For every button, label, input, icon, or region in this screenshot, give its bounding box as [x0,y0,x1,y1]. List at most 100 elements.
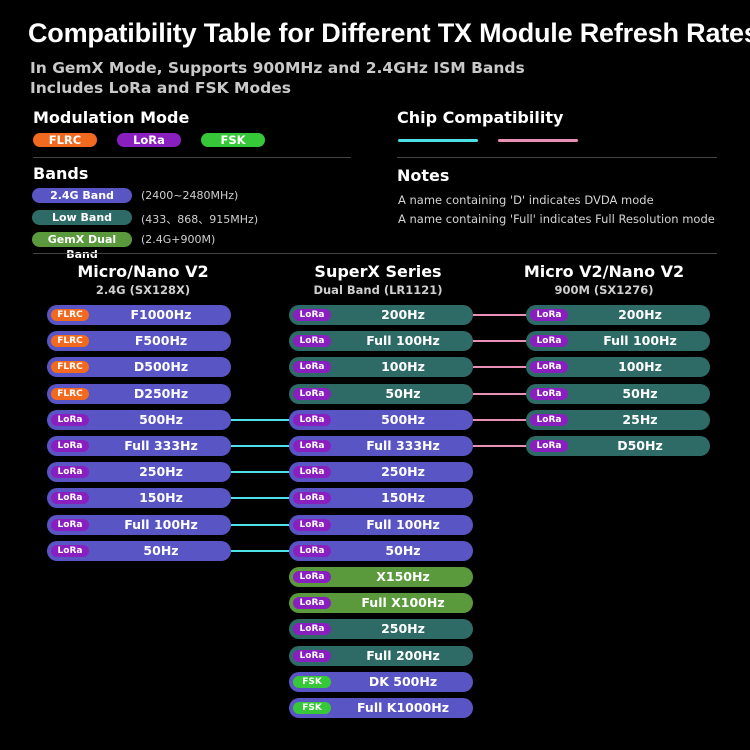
rate-row-superx: LoRa 250Hz [289,462,473,483]
modulation-tag: LoRa [51,544,89,557]
modulation-tag: LoRa [293,387,331,400]
rate-label: 50Hz [622,385,658,401]
rate-row-superx: LoRa X150Hz [289,567,473,587]
rate-label: DK 500Hz [368,673,438,689]
band-24g-range: (2400~2480MHz) [141,189,239,202]
rate-row-superx: LoRa 200Hz [289,305,473,325]
rate-row-micro-nano-v2: LoRa Full 333Hz [47,436,231,456]
rate-label: 50Hz [385,385,421,401]
connector-pink-8 [473,366,526,369]
rate-row-superx: LoRa Full 100Hz [289,331,473,352]
subtitle-line-1: In GemX Mode, Supports 900MHz and 2.4GHz… [30,59,525,77]
band-gemx-pill: GemX Dual Band [32,232,132,261]
modulation-tag: LoRa [293,492,331,505]
rate-label: Full 200Hz [366,647,440,663]
modulation-tag: LoRa [530,335,568,348]
modulation-lora-pill: LoRa [117,133,181,147]
rate-row-micro-nano-900m: LoRa 200Hz [526,305,710,325]
column-subtitle-micro-nano-900m: 900M (SX1276) [554,283,654,297]
modulation-tag: LoRa [293,649,331,662]
chip-compat-pink-line [498,139,578,142]
band-gemx-range: (2.4G+900M) [141,233,216,246]
rate-label: Full X100Hz [361,595,445,611]
modulation-tag: LoRa [293,597,331,610]
column-title-micro-nano-900m: Micro V2/Nano V2 [523,262,685,281]
modulation-tag: LoRa [51,466,89,479]
rate-label: D50Hz [617,438,663,453]
rate-row-micro-nano-900m: LoRa 25Hz [526,409,710,430]
rate-row-micro-nano-v2: LoRa Full 100Hz [47,514,231,535]
rate-label: 25Hz [622,411,658,427]
rate-row-superx: LoRa 150Hz [289,488,473,509]
modulation-tag: LoRa [530,387,568,400]
rate-row-superx: LoRa Full 100Hz [289,514,473,535]
connector-blue-1 [231,445,289,447]
rate-row-superx: LoRa 100Hz [289,357,473,378]
rate-label: 200Hz [618,307,662,322]
section-divider [33,253,717,254]
bands-heading: Bands [33,164,89,183]
modulation-tag: LoRa [293,544,331,557]
rate-label: 50Hz [385,542,421,558]
rate-label: 250Hz [139,464,183,480]
modulation-tag: LoRa [530,413,568,426]
connector-blue-0 [231,418,289,421]
page-title: Compatibility Table for Different TX Mod… [28,18,750,48]
modulation-tag: LoRa [293,309,331,321]
modulation-tag: LoRa [293,623,331,636]
rate-row-micro-nano-v2: FLRC F500Hz [47,331,231,352]
rate-label: Full 333Hz [124,438,198,453]
rate-row-superx: LoRa Full 333Hz [289,436,473,456]
modulation-divider [33,157,351,158]
rate-label: Full K1000Hz [357,700,449,715]
rate-label: Full 333Hz [366,438,440,453]
rate-label: F1000Hz [130,307,192,322]
rate-row-superx: LoRa 50Hz [289,383,473,404]
note-item-2: A name containing 'Full' indicates Full … [398,212,715,226]
column-title-micro-nano-v2: Micro/Nano V2 [77,262,209,281]
modulation-tag: LoRa [51,440,89,452]
modulation-tag: LoRa [530,440,568,452]
connector-pink-7 [473,340,526,343]
rate-label: 250Hz [381,621,425,637]
rate-label: Full 100Hz [366,516,440,532]
connector-blue-5 [231,549,289,552]
connector-blue-4 [231,523,289,526]
modulation-tag: FLRC [51,387,89,400]
modulation-tag: FLRC [51,309,89,321]
rate-row-superx: LoRa Full X100Hz [289,593,473,614]
modulation-tag: FSK [293,702,331,714]
modulation-tag: LoRa [293,413,331,426]
rate-row-micro-nano-900m: LoRa D50Hz [526,436,710,456]
rate-row-superx: LoRa 250Hz [289,619,473,640]
band-24g-pill: 2.4G Band [32,188,132,203]
modulation-tag: LoRa [293,518,331,531]
connector-blue-3 [231,497,289,500]
rate-label: D500Hz [133,359,189,375]
rate-label: 100Hz [618,359,662,375]
modulation-fsk-pill: FSK [201,133,265,147]
rate-row-micro-nano-900m: LoRa 100Hz [526,357,710,378]
connector-pink-9 [473,392,526,395]
connector-pink-10 [473,418,526,421]
note-item-1: A name containing 'D' indicates DVDA mod… [398,193,654,207]
rate-label: X150Hz [376,569,430,584]
modulation-tag: FLRC [51,361,89,374]
rate-label: 50Hz [143,542,179,558]
connector-pink-11 [473,445,526,447]
chip-compat-heading: Chip Compatibility [397,108,564,127]
rate-row-micro-nano-v2: FLRC D250Hz [47,383,231,404]
rate-row-micro-nano-v2: LoRa 500Hz [47,409,231,430]
column-subtitle-micro-nano-v2: 2.4G (SX128X) [95,283,191,297]
connector-blue-2 [231,471,289,474]
rate-label: 500Hz [139,411,183,427]
modulation-flrc-pill: FLRC [33,133,97,147]
modulation-tag: LoRa [293,466,331,479]
modulation-tag: LoRa [530,309,568,321]
modulation-tag: LoRa [530,361,568,374]
column-title-superx: SuperX Series [314,262,442,281]
modulation-tag: LoRa [51,518,89,531]
rate-label: 100Hz [381,359,425,375]
subtitle-line-2: Includes LoRa and FSK Modes [30,79,291,97]
modulation-tag: FLRC [51,335,89,348]
